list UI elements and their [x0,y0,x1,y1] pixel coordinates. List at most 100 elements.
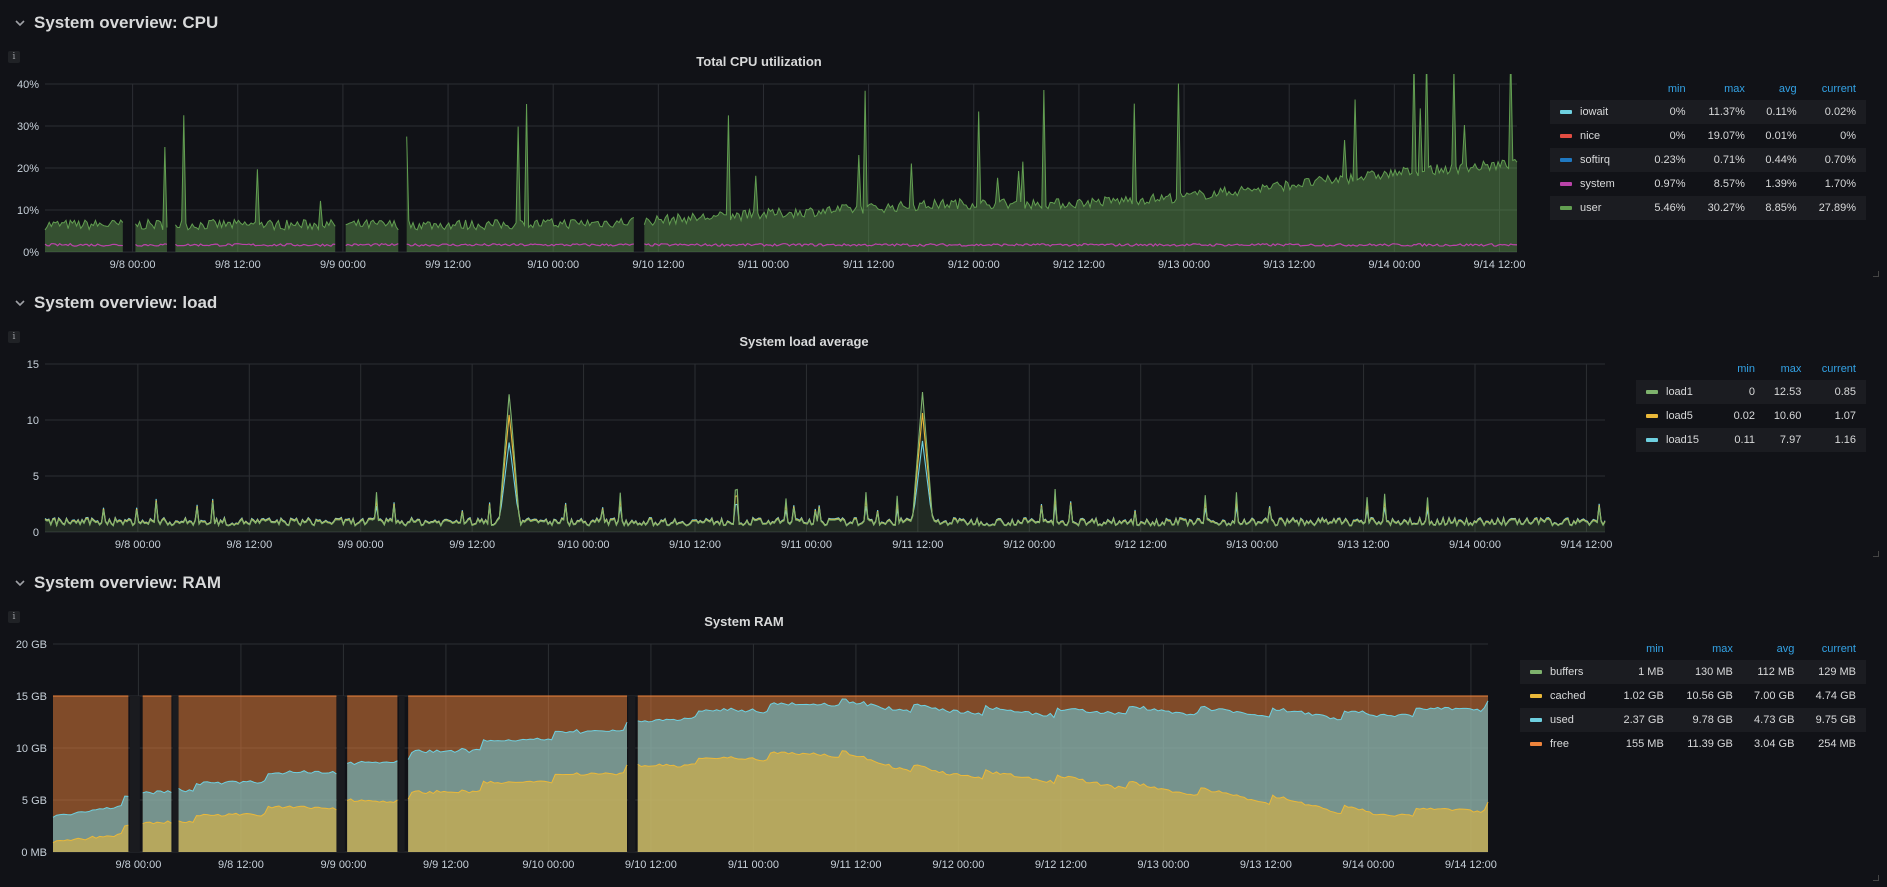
legend-avg: 0.11% [1754,100,1807,124]
data-gap [398,696,405,852]
x-tick-label: 9/12 00:00 [948,259,1000,271]
row-title-ram[interactable]: System overview: RAM [14,570,221,596]
y-tick-label: 10% [17,205,39,217]
legend-series-name: load15 [1666,434,1700,446]
row-title-text: System overview: RAM [34,573,222,592]
legend-row[interactable]: load5 0.02 10.60 1.07 [1636,404,1866,428]
series-swatch [1560,182,1572,187]
legend-header[interactable]: current [1821,83,1856,95]
legend-header[interactable]: min [1737,363,1755,375]
ram-chart: 0 MB 5 GB 10 GB 15 GB 20 GB 9/8 00:00 9/8 12:0… [16,639,1497,871]
legend-current: 1.07 [1834,410,1856,422]
info-icon[interactable]: i [8,611,20,623]
user-area [135,146,167,252]
legend-row[interactable]: iowait 0% 11.37% 0.11% 0.02% [1550,100,1866,124]
system-line [406,243,634,247]
legend-row[interactable]: softirq 0.23% 0.71% 0.44% 0.70% [1550,148,1866,172]
ram-legend: min max avg current buffers 1 MB 130 MB 112… [1520,642,1866,756]
legend-header[interactable]: max [1712,643,1733,655]
legend-min: 0 [1726,380,1765,404]
chevron-down-icon [15,300,25,307]
legend-max: 8.57% [1713,178,1745,190]
y-tick-label: 30% [17,121,39,133]
legend-avg: 4.73 GB [1742,708,1805,732]
legend-row[interactable]: load1 0 12.53 0.85 [1636,380,1866,404]
legend-row[interactable]: load15 0.11 7.97 1.16 [1636,428,1866,452]
system-line [135,243,168,247]
legend-min: 1.02 GB [1623,690,1664,702]
x-tick-label: 9/12 00:00 [1003,539,1055,551]
load-chart: 0 5 10 15 9/8 00:00 9/8 12:00 9/9 00:00 9/9 12:… [27,359,1613,551]
x-tick-label: 9/10 12:00 [669,539,721,551]
legend-row[interactable]: used 2.37 GB 9.78 GB 4.73 GB 9.75 GB [1520,708,1866,732]
info-icon[interactable]: i [8,51,20,63]
x-tick-label: 9/9 00:00 [338,539,384,551]
x-tick-label: 9/8 12:00 [226,539,272,551]
chevron-down-icon [15,20,25,27]
legend-row[interactable]: cached 1.02 GB 10.56 GB 7.00 GB 4.74 GB [1520,684,1866,708]
user-line [643,74,1518,226]
x-tick-label: 9/12 00:00 [932,859,984,871]
row-title-cpu[interactable]: System overview: CPU [14,10,218,36]
legend-row[interactable]: nice 0% 19.07% 0.01% 0% [1550,124,1866,148]
legend-series-name: user [1580,202,1602,214]
legend-avg: 0.44% [1754,148,1807,172]
legend-avg: 0.01% [1765,130,1797,142]
row-title-text: System overview: CPU [34,13,219,32]
y-tick-label: 10 GB [16,743,47,755]
x-tick-label: 9/11 00:00 [728,859,779,871]
legend-current: 129 MB [1804,660,1866,684]
x-tick-label: 9/10 12:00 [625,859,677,871]
x-tick-label: 9/10 00:00 [527,259,579,271]
user-area [45,220,123,252]
cached-line [637,750,1489,817]
legend-header[interactable]: current [1821,643,1856,655]
used-line [142,790,172,795]
series-swatch [1560,206,1572,211]
legend-series-name: buffers [1550,666,1584,678]
x-tick-label: 9/9 00:00 [320,859,366,871]
x-tick-label: 9/10 00:00 [522,859,574,871]
legend-header[interactable]: avg [1776,643,1795,655]
cached-area [347,798,398,852]
legend-row[interactable]: user 5.46% 30.27% 8.85% 27.89% [1550,196,1866,220]
x-tick-label: 9/13 12:00 [1263,259,1315,271]
info-icon[interactable]: i [8,331,20,343]
legend-max: 11.39 GB [1687,738,1733,750]
data-gap [628,696,636,852]
cached-area [142,820,172,852]
user-line [174,115,336,232]
legend-current: 1.70% [1824,178,1856,190]
legend-row[interactable]: free 155 MB 11.39 GB 3.04 GB 254 MB [1520,732,1866,756]
resize-handle[interactable] [1873,875,1879,881]
legend-avg: 1.39% [1765,178,1797,190]
used-line [52,795,129,818]
legend-header[interactable]: current [1821,363,1856,375]
legend-header[interactable]: min [1667,83,1686,95]
y-tick-label: 20 GB [16,639,47,651]
legend-row[interactable]: system 0.97% 8.57% 1.39% 1.70% [1550,172,1866,196]
x-tick-label: 9/11 12:00 [892,539,943,551]
legend-header[interactable]: max [1724,83,1745,95]
legend-min: 0% [1643,100,1696,124]
legend-header[interactable]: max [1780,363,1802,375]
system-line [44,242,123,247]
resize-handle[interactable] [1873,551,1879,557]
legend-series-name: load1 [1666,386,1693,398]
series-swatch [1560,158,1572,163]
x-tick-label: 9/10 00:00 [558,539,610,551]
series-swatch [1646,414,1658,419]
system-line [345,242,399,247]
legend-header[interactable]: min [1646,643,1664,655]
resize-handle[interactable] [1873,271,1879,277]
row-title-load[interactable]: System overview: load [14,290,217,316]
x-tick-label: 9/9 12:00 [449,539,495,551]
user-area [406,104,634,252]
series-swatch [1530,670,1542,675]
row-title-text: System overview: load [34,293,218,312]
legend-row[interactable]: buffers 1 MB 130 MB 112 MB 129 MB [1520,660,1866,684]
legend-max: 19.07% [1707,130,1745,142]
y-tick-label: 40% [17,79,39,91]
data-gap [337,696,345,852]
legend-header[interactable]: avg [1778,83,1797,95]
